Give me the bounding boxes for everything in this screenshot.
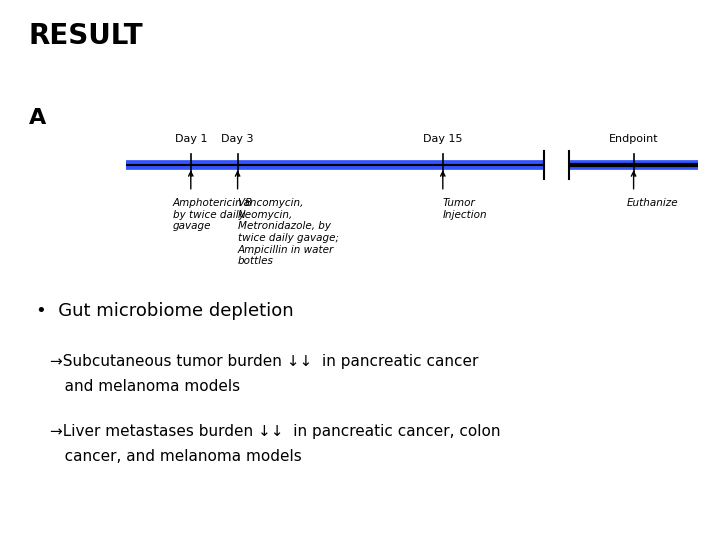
Text: Vancomycin,
Neomycin,
Metronidazole, by
twice daily gavage;
Ampicillin in water
: Vancomycin, Neomycin, Metronidazole, by … [238, 198, 338, 266]
Text: Tumor
Injection: Tumor Injection [443, 198, 487, 220]
Text: Euthanize: Euthanize [626, 198, 678, 208]
Text: RESULT: RESULT [29, 22, 143, 50]
Text: •  Gut microbiome depletion: • Gut microbiome depletion [36, 302, 294, 320]
Text: and melanoma models: and melanoma models [50, 379, 240, 394]
Text: →Subcutaneous tumor burden ↓↓  in pancreatic cancer: →Subcutaneous tumor burden ↓↓ in pancrea… [50, 354, 479, 369]
Text: Endpoint: Endpoint [609, 134, 658, 144]
Text: Day 3: Day 3 [221, 134, 254, 144]
Text: A: A [29, 108, 46, 128]
Text: cancer, and melanoma models: cancer, and melanoma models [50, 449, 302, 464]
Text: Amphotericin B
by twice daily
gavage: Amphotericin B by twice daily gavage [173, 198, 253, 231]
Text: Day 15: Day 15 [423, 134, 462, 144]
Text: Day 1: Day 1 [174, 134, 207, 144]
Text: →Liver metastases burden ↓↓  in pancreatic cancer, colon: →Liver metastases burden ↓↓ in pancreati… [50, 424, 501, 439]
